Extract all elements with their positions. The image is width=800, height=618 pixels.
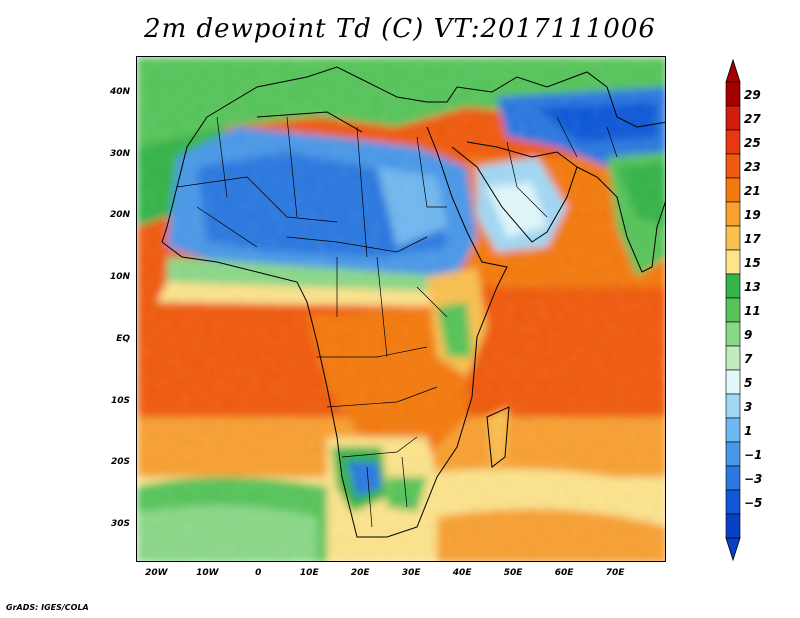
colorbar-level-label: −3 <box>744 472 763 486</box>
colorbar-bottom-arrow <box>725 537 741 562</box>
colorbar-swatch <box>725 417 741 443</box>
lat-tick-label: EQ <box>116 333 130 344</box>
colorbar-swatch <box>725 393 741 419</box>
colorbar-swatch <box>725 297 741 323</box>
lon-tick-label: 70E <box>605 568 625 578</box>
lon-tick-label: 10E <box>299 568 319 578</box>
colorbar-swatch <box>725 273 741 299</box>
colorbar-swatch <box>725 153 741 179</box>
colorbar-level-label: 9 <box>744 328 753 342</box>
colorbar-level-label: 25 <box>744 136 761 150</box>
lon-tick-label: 60E <box>554 568 574 578</box>
colorbar-level-label: 5 <box>744 376 753 390</box>
colorbar-level-label: 21 <box>744 184 761 198</box>
colorbar-swatch <box>725 345 741 371</box>
lon-tick-label: 30E <box>401 568 421 578</box>
country-borders <box>176 116 618 528</box>
lon-tick-label: 10W <box>196 568 219 578</box>
lat-tick-label: 20S <box>110 457 130 468</box>
lon-tick-label: 20E <box>350 568 370 578</box>
lon-tick-label: 0 <box>255 568 262 578</box>
lon-tick-label: 50E <box>503 568 523 578</box>
colorbar-swatch <box>725 177 741 203</box>
colorbar-level-label: 3 <box>744 400 753 414</box>
lat-tick-label: 10N <box>109 272 130 283</box>
colorbar-level-label: 19 <box>744 208 761 222</box>
colorbar-top-arrow <box>725 58 741 83</box>
lat-tick-label: 40N <box>109 87 130 98</box>
lon-tick-label: 40E <box>452 568 472 578</box>
colorbar-swatch <box>725 225 741 251</box>
colorbar-level-label: 17 <box>744 232 761 246</box>
colorbar-level-label: 29 <box>744 88 761 102</box>
colorbar-swatch <box>725 489 741 515</box>
colorbar-swatch <box>725 249 741 275</box>
colorbar-swatch <box>725 369 741 395</box>
colorbar-swatch <box>725 81 741 107</box>
lat-tick-label: 20N <box>109 210 130 221</box>
colorbar-swatch <box>725 513 741 539</box>
map-title: 2m dewpoint Td (C) VT:2017111006 <box>144 14 656 44</box>
colorbar-level-label: 15 <box>744 256 761 270</box>
lon-tick-label: 20W <box>145 568 168 578</box>
colorbar-level-label: 11 <box>744 304 761 318</box>
colorbar-swatch <box>725 321 741 347</box>
colorbar-level-label: 1 <box>744 424 753 438</box>
footer-credit: GrADS: IGES/COLA <box>6 603 89 612</box>
colorbar-swatch <box>725 465 741 491</box>
colorbar-level-label: 7 <box>744 352 753 366</box>
lat-tick-label: 30S <box>110 518 130 529</box>
lat-tick-label: 10S <box>110 395 130 406</box>
colorbar-level-label: 13 <box>744 280 761 294</box>
colorbar-swatch <box>725 105 741 131</box>
colorbar-swatch <box>725 441 741 467</box>
map-canvas <box>137 57 665 561</box>
coastlines <box>161 66 665 538</box>
colorbar-swatch <box>725 129 741 155</box>
colorbar-level-label: −1 <box>744 448 763 462</box>
lat-tick-label: 30N <box>109 148 130 159</box>
colorbar-swatch <box>725 201 741 227</box>
colorbar-level-label: −5 <box>744 496 763 510</box>
dewpoint-map <box>136 56 666 562</box>
colorbar-level-label: 23 <box>744 160 761 174</box>
colorbar-level-label: 27 <box>744 112 761 126</box>
